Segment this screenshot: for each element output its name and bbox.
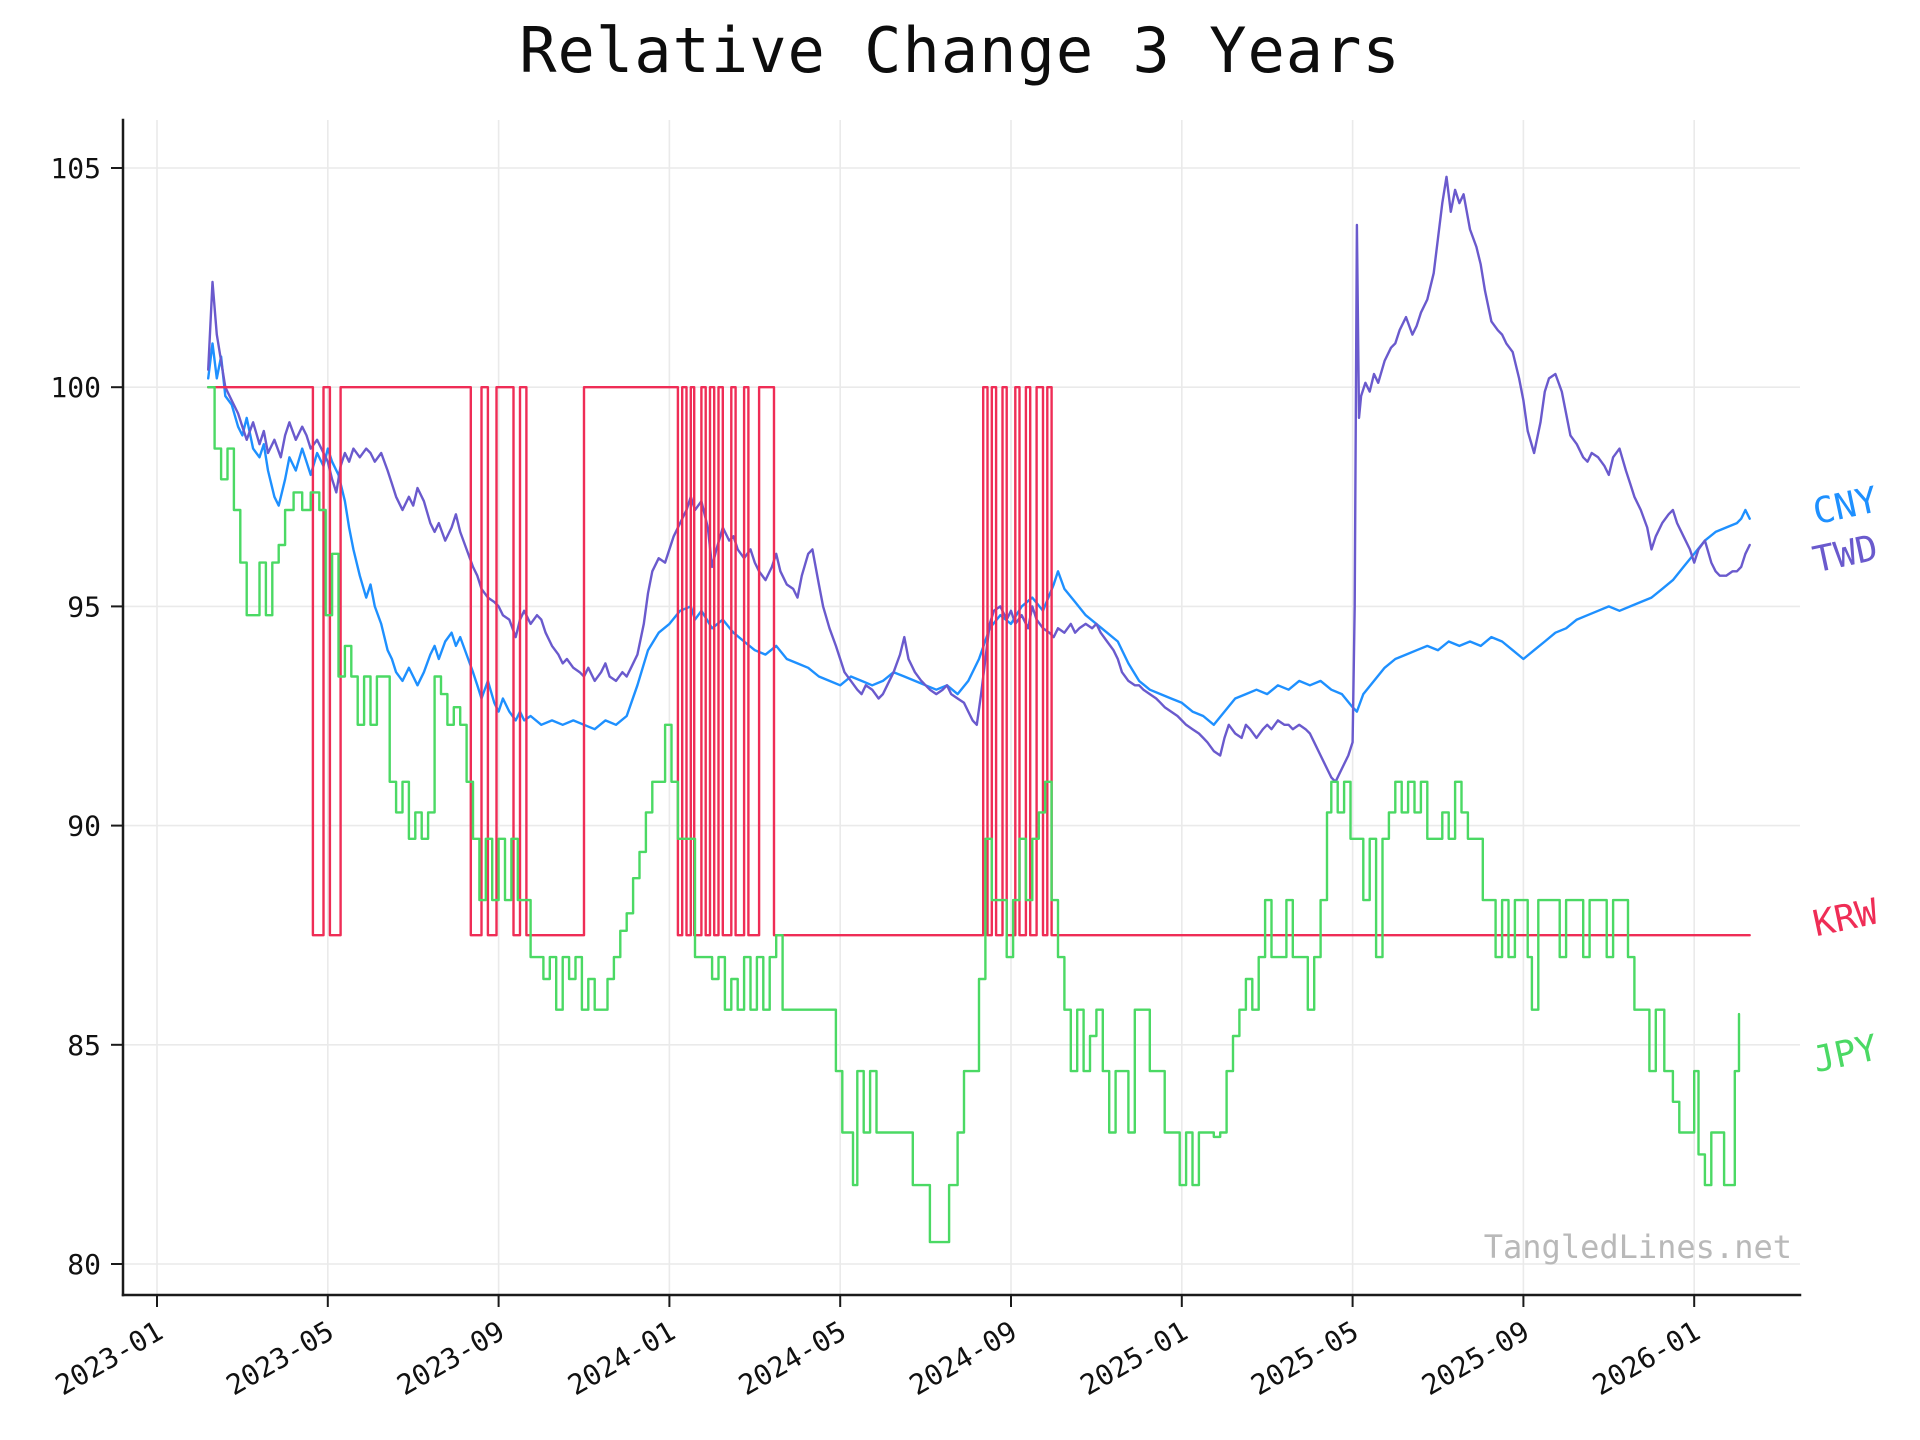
x-tick-label: 2023-09: [391, 1314, 510, 1402]
x-tick-label: 2025-05: [1245, 1314, 1364, 1402]
y-tick-label: 85: [67, 1029, 101, 1062]
x-tick-label: 2024-09: [904, 1314, 1023, 1402]
x-tick-label: 2025-01: [1075, 1314, 1194, 1402]
x-tick-label: 2023-05: [221, 1314, 340, 1402]
series-line-cny: [207, 342, 1751, 731]
series-label-krw: KRW: [1809, 892, 1881, 946]
watermark: TangledLines.net: [1483, 1228, 1792, 1266]
series-line-jpy: [207, 386, 1741, 1244]
series-label-twd: TWD: [1809, 528, 1881, 582]
x-tick-label: 2026-01: [1587, 1314, 1706, 1402]
x-tick-label: 2024-05: [733, 1314, 852, 1402]
x-tick-label: 2023-01: [50, 1314, 169, 1402]
series-line-twd: [207, 175, 1751, 783]
series-label-cny: CNY: [1809, 479, 1881, 533]
y-tick-label: 90: [67, 810, 101, 843]
series-label-jpy: JPY: [1809, 1027, 1881, 1081]
y-tick-label: 95: [67, 590, 101, 623]
chart-title: Relative Change 3 Years: [519, 14, 1401, 87]
y-tick-label: 80: [67, 1248, 101, 1281]
x-tick-label: 2024-01: [562, 1314, 681, 1402]
series-line-krw: [207, 386, 1751, 937]
y-tick-label: 100: [50, 371, 101, 404]
y-tick-label: 105: [50, 152, 101, 185]
x-tick-label: 2025-09: [1416, 1314, 1535, 1402]
